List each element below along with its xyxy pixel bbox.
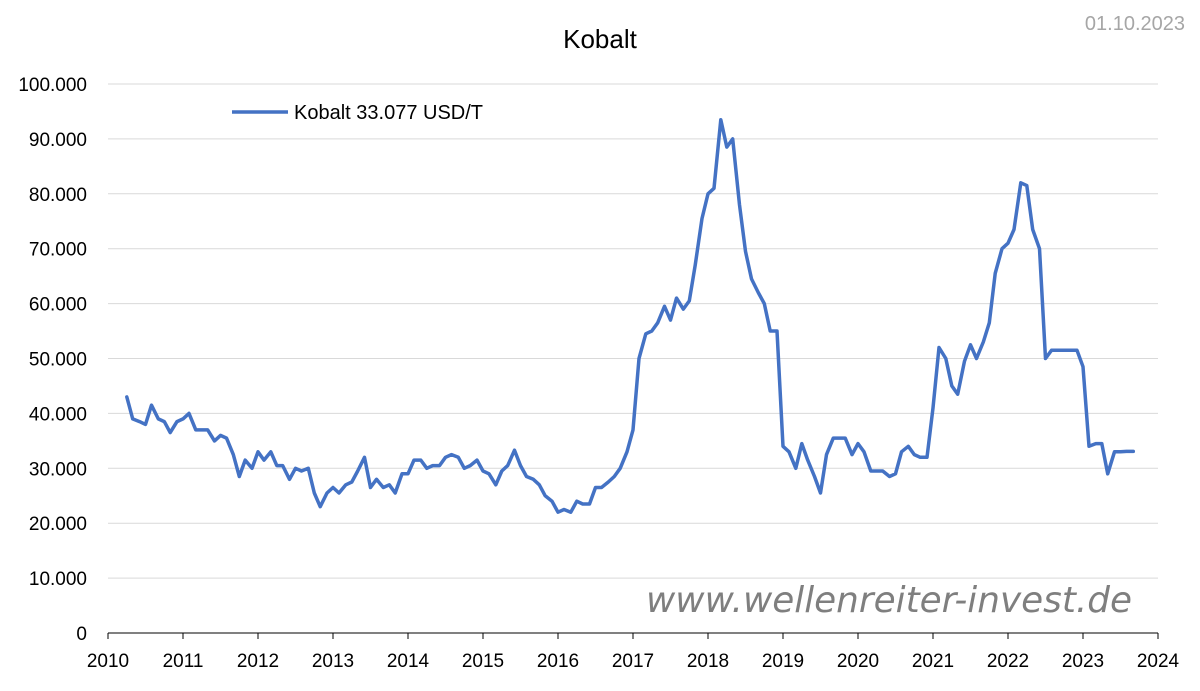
- legend-label: Kobalt 33.077 USD/T: [294, 102, 483, 124]
- y-tick-labels: 0 10.000 20.000 30.000 40.000 50.000 60.000 70.…: [18, 75, 87, 645]
- x-tick-label: 2020: [837, 651, 879, 672]
- x-tick-label: 2021: [912, 651, 954, 672]
- x-axis: [107, 632, 1159, 639]
- y-tick-label: 80.000: [29, 185, 87, 206]
- y-tick-label: 70.000: [29, 240, 87, 261]
- x-tick-label: 2016: [537, 651, 579, 672]
- y-tick-label: 30.000: [29, 459, 87, 480]
- x-tick-labels: 2010 2011 2012 2013 2014 2015 2016 2017 2018 2019…: [87, 651, 1180, 672]
- legend: Kobalt 33.077 USD/T: [232, 102, 483, 124]
- y-tick-label: 90.000: [29, 130, 87, 151]
- x-tick-label: 2010: [87, 651, 129, 672]
- x-tick-label: 2017: [612, 651, 654, 672]
- series-layer: [125, 117, 1136, 514]
- y-tick-label: 50.000: [29, 350, 87, 371]
- watermark: www.wellenreiter-invest.de: [646, 580, 1132, 621]
- y-tick-label: 40.000: [29, 404, 87, 425]
- x-tick-label: 2019: [762, 651, 804, 672]
- x-tick-label: 2015: [462, 651, 504, 672]
- x-tick-label: 2012: [237, 651, 279, 672]
- series-line-kobalt: [125, 117, 1136, 514]
- x-tick-label: 2014: [387, 651, 430, 672]
- x-tick-label: 2013: [312, 651, 354, 672]
- y-tick-label: 100.000: [18, 75, 87, 96]
- y-tick-label: 10.000: [29, 569, 87, 590]
- grid-lines: [108, 83, 1158, 579]
- x-tick-label: 2023: [1062, 651, 1104, 672]
- x-tick-label: 2024: [1137, 651, 1180, 672]
- date-label: 01.10.2023: [1085, 13, 1185, 35]
- x-tick-label: 2022: [987, 651, 1029, 672]
- x-tick-label: 2018: [687, 651, 729, 672]
- x-tick-label: 2011: [163, 651, 204, 672]
- chart-title: Kobalt: [563, 24, 637, 54]
- y-tick-label: 0: [76, 624, 87, 645]
- y-tick-label: 20.000: [29, 514, 87, 535]
- y-tick-label: 60.000: [29, 295, 87, 316]
